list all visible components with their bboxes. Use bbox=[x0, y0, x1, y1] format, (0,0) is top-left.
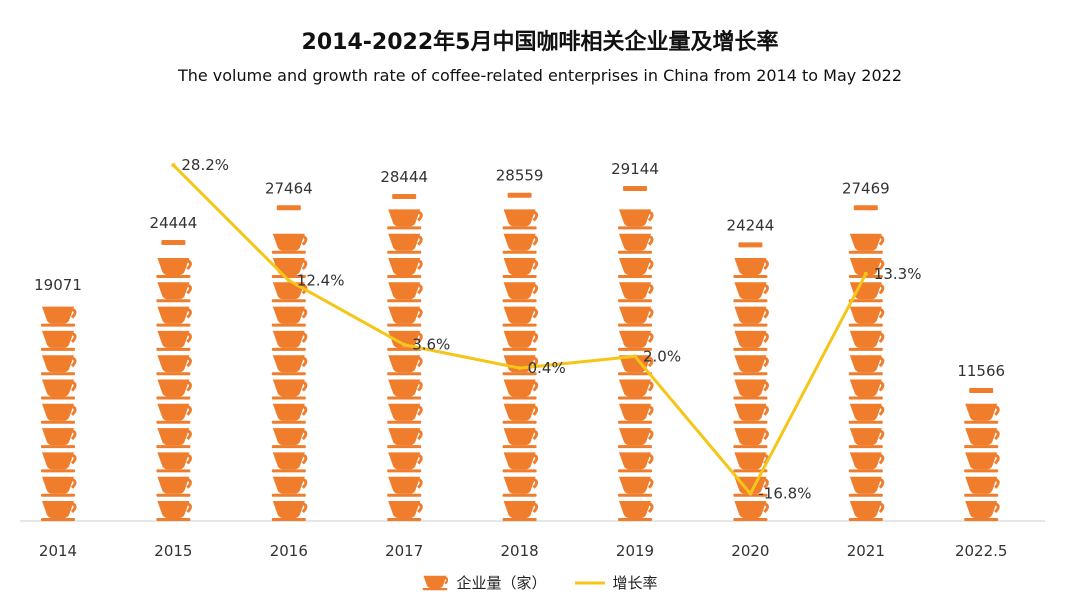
value-label-2019: 29144 bbox=[611, 160, 659, 178]
growth-label-2018: 0.4% bbox=[528, 359, 566, 377]
value-label-2022.5: 11566 bbox=[957, 362, 1005, 380]
x-tick-2016: 2016 bbox=[270, 542, 308, 560]
growth-point-2020 bbox=[748, 491, 753, 496]
value-label-2016: 27464 bbox=[265, 179, 313, 197]
growth-label-2016: 12.4% bbox=[297, 271, 345, 289]
growth-label-2015: 28.2% bbox=[181, 156, 229, 174]
value-label-2017: 28444 bbox=[380, 168, 428, 186]
growth-point-2021 bbox=[863, 271, 868, 276]
bar-2014 bbox=[41, 306, 76, 521]
bar-2022.5 bbox=[964, 388, 999, 521]
bar-2021 bbox=[848, 205, 883, 521]
legend: 企业量（家） 增长率 bbox=[0, 572, 1080, 593]
bar-2016 bbox=[271, 205, 306, 521]
chart-title: 2014-2022年5月中国咖啡相关企业量及增长率 bbox=[301, 30, 779, 55]
legend-item-line: 增长率 bbox=[574, 572, 658, 593]
legend-bar-label: 企业量（家） bbox=[456, 574, 547, 592]
value-label-2021: 27469 bbox=[842, 179, 890, 197]
chart-subtitle: The volume and growth rate of coffee-rel… bbox=[177, 66, 903, 85]
bar-2020 bbox=[733, 242, 768, 521]
x-tick-2017: 2017 bbox=[385, 542, 423, 560]
growth-point-2019 bbox=[633, 354, 637, 359]
growth-label-2019: 2.0% bbox=[643, 347, 681, 365]
growth-point-2017 bbox=[402, 342, 407, 347]
growth-point-2015 bbox=[171, 163, 176, 168]
x-tick-2022.5: 2022.5 bbox=[955, 542, 1008, 560]
coffee-cup-icon bbox=[423, 575, 449, 590]
growth-label-2020: -16.8% bbox=[758, 485, 811, 503]
x-tick-2021: 2021 bbox=[847, 542, 885, 560]
value-label-2015: 24444 bbox=[150, 214, 198, 232]
growth-label-2017: 3.6% bbox=[412, 336, 450, 354]
line-swatch-icon bbox=[574, 581, 605, 584]
x-tick-2019: 2019 bbox=[616, 542, 654, 560]
growth-point-2016 bbox=[286, 278, 291, 283]
bar-2015 bbox=[156, 240, 191, 521]
value-label-2018: 28559 bbox=[496, 167, 544, 185]
x-tick-2020: 2020 bbox=[731, 542, 769, 560]
growth-point-2018 bbox=[517, 366, 522, 371]
bar-2018 bbox=[502, 192, 537, 521]
bar-2019 bbox=[618, 186, 653, 521]
x-tick-2018: 2018 bbox=[501, 542, 539, 560]
legend-line-label: 增长率 bbox=[612, 574, 658, 592]
x-tick-2015: 2015 bbox=[154, 542, 192, 560]
x-tick-2014: 2014 bbox=[39, 542, 77, 560]
value-label-2020: 24244 bbox=[727, 216, 775, 234]
growth-label-2021: 13.3% bbox=[874, 265, 922, 283]
bar-2017 bbox=[387, 194, 422, 521]
value-label-2014: 19071 bbox=[34, 276, 82, 294]
legend-item-bar: 企业量（家） bbox=[422, 572, 547, 593]
